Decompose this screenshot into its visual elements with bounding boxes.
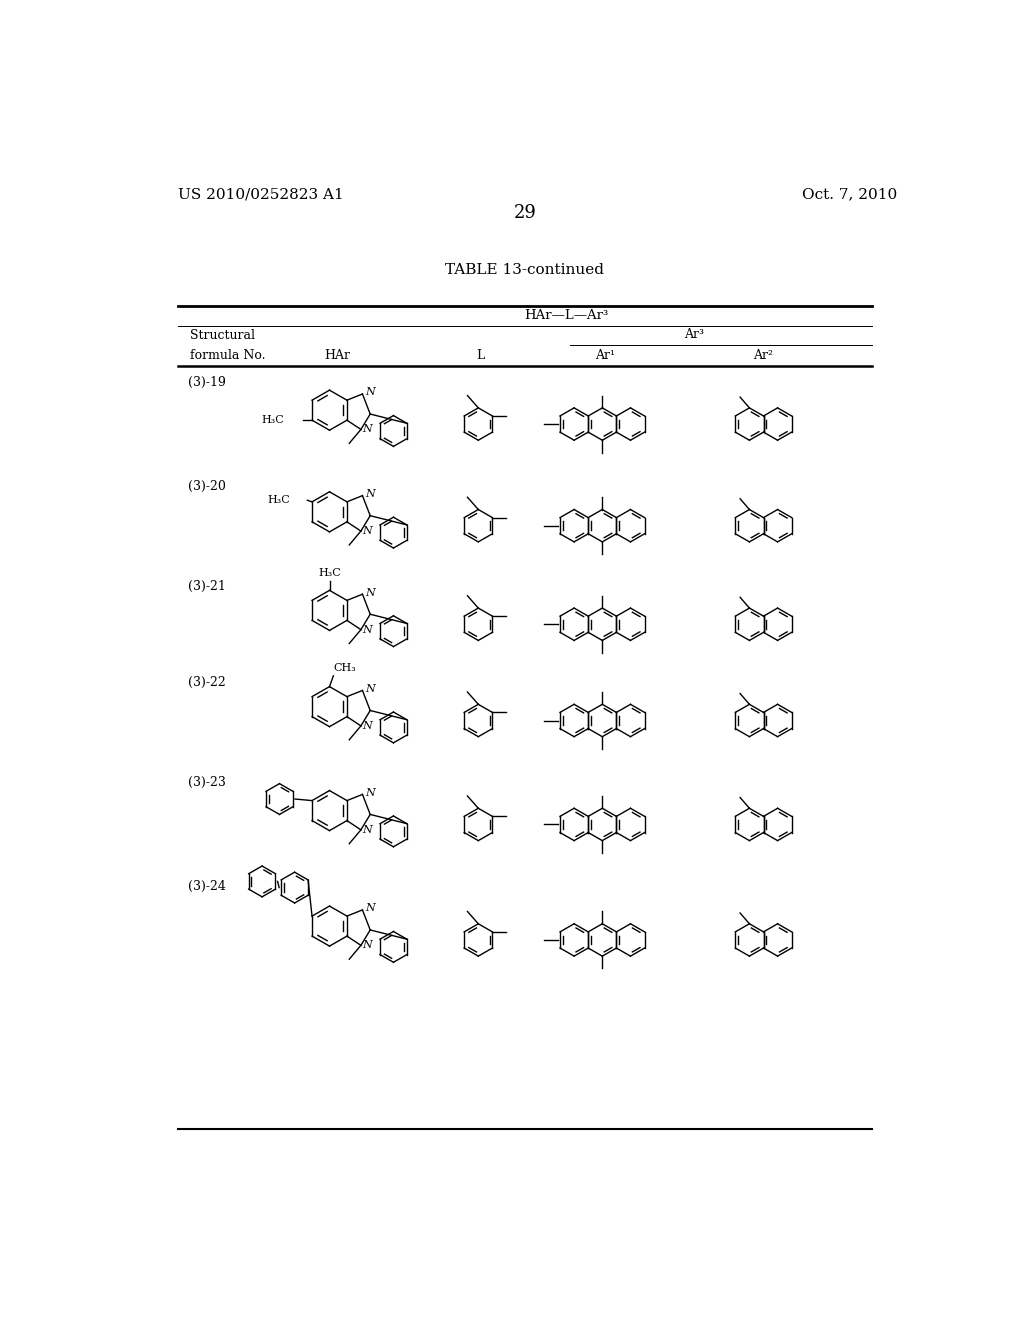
Text: N: N — [365, 490, 375, 499]
Text: TABLE 13-continued: TABLE 13-continued — [445, 263, 604, 277]
Text: (3)-19: (3)-19 — [188, 376, 226, 388]
Text: (3)-23: (3)-23 — [188, 776, 226, 789]
Text: N: N — [365, 788, 375, 797]
Text: (3)-20: (3)-20 — [188, 479, 226, 492]
Text: L: L — [476, 348, 484, 362]
Text: H₃C: H₃C — [318, 568, 341, 578]
Text: N: N — [362, 527, 372, 536]
Text: US 2010/0252823 A1: US 2010/0252823 A1 — [178, 187, 344, 202]
Text: N: N — [362, 721, 372, 731]
Text: CH₃: CH₃ — [334, 663, 356, 673]
Text: H₃C: H₃C — [261, 416, 284, 425]
Text: N: N — [362, 425, 372, 434]
Text: H₃C: H₃C — [267, 495, 291, 506]
Text: N: N — [362, 624, 372, 635]
Text: Ar³: Ar³ — [684, 327, 703, 341]
Text: HAr: HAr — [325, 348, 350, 362]
Text: Ar¹: Ar¹ — [595, 348, 614, 362]
Text: N: N — [365, 388, 375, 397]
Text: N: N — [362, 825, 372, 834]
Text: Structural: Structural — [190, 330, 255, 342]
Text: Ar²: Ar² — [754, 348, 773, 362]
Text: formula No.: formula No. — [190, 348, 265, 362]
Text: (3)-24: (3)-24 — [188, 880, 226, 892]
Text: (3)-22: (3)-22 — [188, 676, 226, 689]
Text: N: N — [362, 940, 372, 950]
Text: HAr—L—Ar³: HAr—L—Ar³ — [523, 309, 608, 322]
Text: N: N — [365, 903, 375, 913]
Text: 29: 29 — [513, 205, 537, 223]
Text: Oct. 7, 2010: Oct. 7, 2010 — [802, 187, 897, 202]
Text: N: N — [365, 587, 375, 598]
Text: (3)-21: (3)-21 — [188, 579, 226, 593]
Text: N: N — [365, 684, 375, 694]
